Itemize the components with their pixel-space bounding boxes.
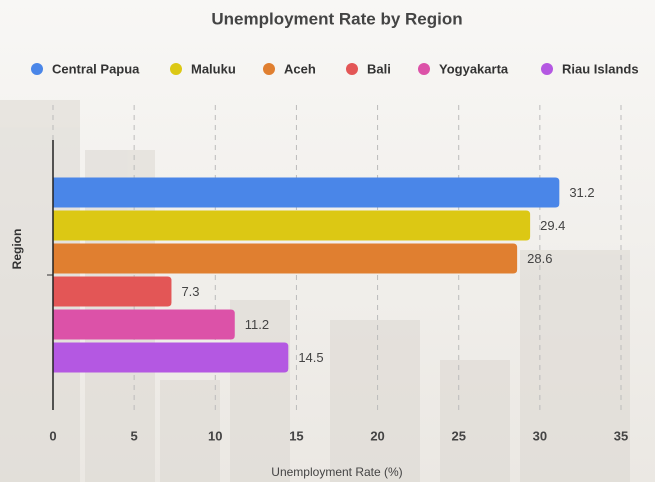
value-label: 29.4 bbox=[540, 218, 565, 233]
value-label: 14.5 bbox=[298, 350, 323, 365]
bar bbox=[53, 310, 235, 340]
value-label: 28.6 bbox=[527, 251, 552, 266]
value-label: 11.2 bbox=[245, 317, 269, 332]
legend-marker bbox=[346, 63, 358, 75]
legend-marker bbox=[31, 63, 43, 75]
legend-label: Central Papua bbox=[52, 61, 140, 76]
bar bbox=[53, 244, 517, 274]
x-tick-label: 20 bbox=[370, 428, 384, 443]
bar bbox=[53, 277, 171, 307]
bar bbox=[53, 343, 288, 373]
legend-marker bbox=[170, 63, 182, 75]
legend-label: Yogyakarta bbox=[439, 61, 509, 76]
chart-title: Unemployment Rate by Region bbox=[211, 9, 462, 28]
chart: Unemployment Rate by Region Unemployment… bbox=[0, 0, 655, 482]
value-label: 7.3 bbox=[181, 284, 199, 299]
value-label: 31.2 bbox=[569, 185, 594, 200]
x-tick-label: 15 bbox=[289, 428, 303, 443]
bar bbox=[53, 178, 559, 208]
x-tick-label: 5 bbox=[131, 428, 138, 443]
legend-label: Aceh bbox=[284, 61, 316, 76]
legend-marker bbox=[263, 63, 275, 75]
bar bbox=[53, 211, 530, 241]
x-tick-label: 10 bbox=[208, 428, 222, 443]
x-tick-label: 25 bbox=[451, 428, 465, 443]
legend-label: Bali bbox=[367, 61, 391, 76]
x-tick-label: 0 bbox=[49, 428, 56, 443]
legend-marker bbox=[541, 63, 553, 75]
legend-label: Maluku bbox=[191, 61, 236, 76]
x-tick-label: 35 bbox=[614, 428, 628, 443]
legend-marker bbox=[418, 63, 430, 75]
y-axis-label: Region bbox=[10, 229, 24, 270]
x-axis-label: Unemployment Rate (%) bbox=[271, 465, 402, 479]
legend-label: Riau Islands bbox=[562, 61, 639, 76]
x-tick-label: 30 bbox=[533, 428, 547, 443]
